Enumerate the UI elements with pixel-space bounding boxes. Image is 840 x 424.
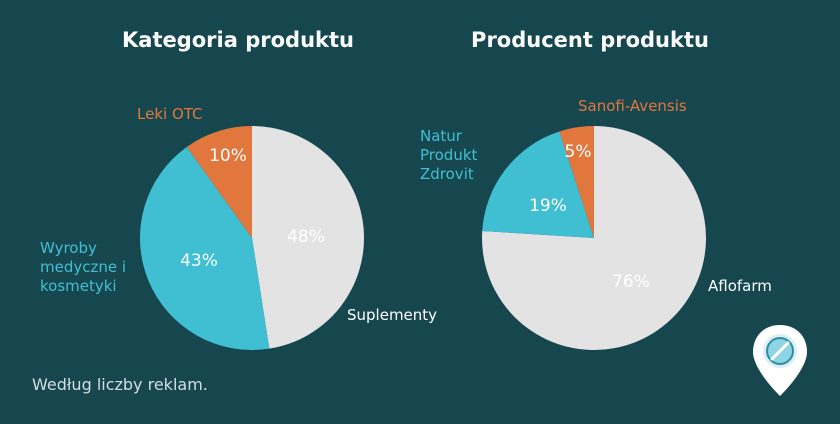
pie2-percent-label-2: 19% <box>529 196 567 216</box>
chart-title-category: Kategoria produktu <box>122 28 354 52</box>
pie1-slice-1 <box>252 126 365 349</box>
pie1-category-label-3: Leki OTC <box>137 105 203 123</box>
pie1-percent-label-3: 10% <box>209 146 247 166</box>
chart-title-producer: Producent produktu <box>471 28 709 52</box>
pie2-category-label-3: Sanofi-Avensis <box>578 97 687 115</box>
pie2-percent-label-1: 76% <box>612 272 650 292</box>
pie1-slice-2 <box>139 146 270 351</box>
pie1-category-label-2: Wyroby medyczne i kosmetyki <box>40 239 126 295</box>
pill-pin-icon <box>753 325 807 396</box>
pie1-percent-label-2: 43% <box>180 251 218 271</box>
pie2-category-label-2: Natur Produkt Zdrovit <box>420 127 478 183</box>
pie2-slice-2 <box>482 131 594 238</box>
pie2-percent-label-3: 5% <box>565 142 592 162</box>
footnote: Według liczby reklam. <box>32 375 208 394</box>
pie1-percent-label-1: 48% <box>287 227 325 247</box>
pie1-slice-3 <box>186 126 252 238</box>
pie1-category-label-1: Suplementy <box>347 306 437 324</box>
pie2-category-label-1: Aflofarm <box>708 277 772 295</box>
pie2-slice-3 <box>559 126 594 238</box>
